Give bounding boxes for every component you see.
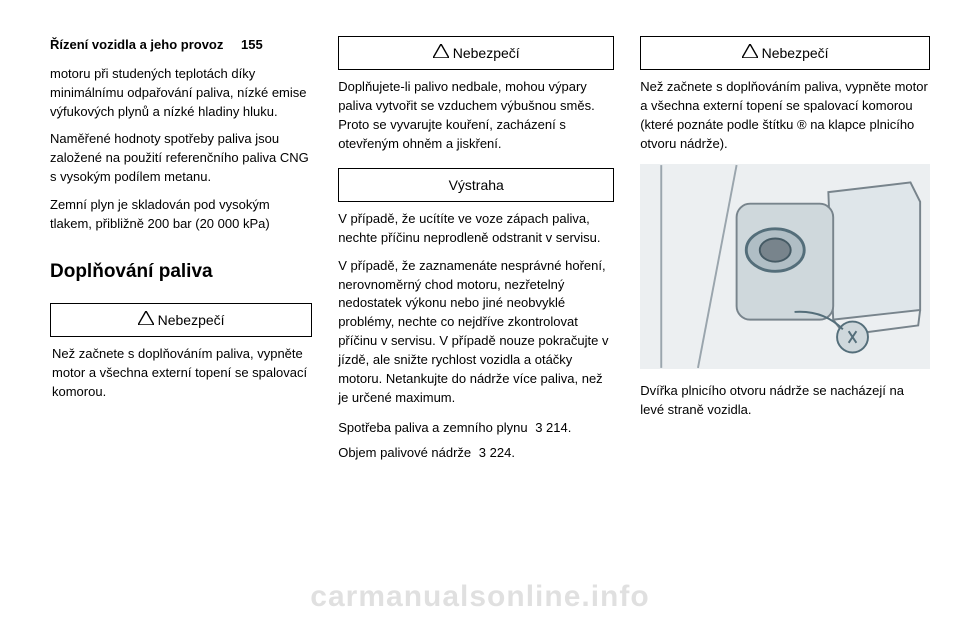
watermark: carmanualsonline.info — [0, 580, 960, 614]
caution-callout-body2: V případě, že zaznamenáte nesprávné hoře… — [338, 257, 614, 408]
ref-fuel-consumption-link: 3 214. — [535, 420, 571, 435]
fuel-filler-illustration — [640, 164, 930, 369]
figure-caption: Dvířka plnicího otvoru nádrže se nacháze… — [640, 382, 930, 420]
danger-callout-1: Nebezpečí — [50, 303, 312, 337]
danger-callout-3-body: Než začnete s doplňováním paliva, vypnět… — [640, 78, 930, 153]
ref-tank-volume-text: Objem palivové nádrže — [338, 445, 471, 460]
danger-callout-2-label: Nebezpečí — [453, 43, 520, 63]
ref-fuel-consumption: Spotřeba paliva a zemního plynu 3 214. — [338, 419, 614, 438]
danger-callout-2-body: Doplňujete-li palivo nedbale, mohou výpa… — [338, 78, 614, 153]
danger-callout-3: Nebezpečí — [640, 36, 930, 70]
warning-triangle-icon — [138, 310, 154, 330]
caution-callout: Výstraha — [338, 168, 614, 202]
danger-callout-1-label: Nebezpečí — [158, 310, 225, 330]
danger-callout-2: Nebezpečí — [338, 36, 614, 70]
warning-triangle-icon — [433, 43, 449, 63]
page-num: 155 — [241, 37, 263, 52]
ref-tank-volume-link: 3 224. — [479, 445, 515, 460]
warning-triangle-icon — [742, 43, 758, 63]
page-header: Řízení vozidla a jeho provoz 155 — [50, 36, 312, 55]
caution-callout-label: Výstraha — [449, 175, 504, 195]
danger-callout-1-body: Než začnete s doplňováním paliva, vypnět… — [50, 345, 312, 402]
col1-p1: motoru při studených teplotách díky mini… — [50, 65, 312, 122]
ref-fuel-consumption-text: Spotřeba paliva a zemního plynu — [338, 420, 527, 435]
col1-p3: Zemní plyn je skladován pod vysokým tlak… — [50, 196, 312, 234]
col1-p2: Naměřené hodnoty spotřeby paliva jsou za… — [50, 130, 312, 187]
caution-callout-body1: V případě, že ucítíte ve voze zápach pal… — [338, 210, 614, 248]
ref-tank-volume: Objem palivové nádrže 3 224. — [338, 444, 614, 463]
page-ref: Řízení vozidla a jeho provoz — [50, 37, 223, 52]
danger-callout-3-label: Nebezpečí — [762, 43, 829, 63]
section-refueling-title: Doplňování paliva — [50, 258, 312, 286]
